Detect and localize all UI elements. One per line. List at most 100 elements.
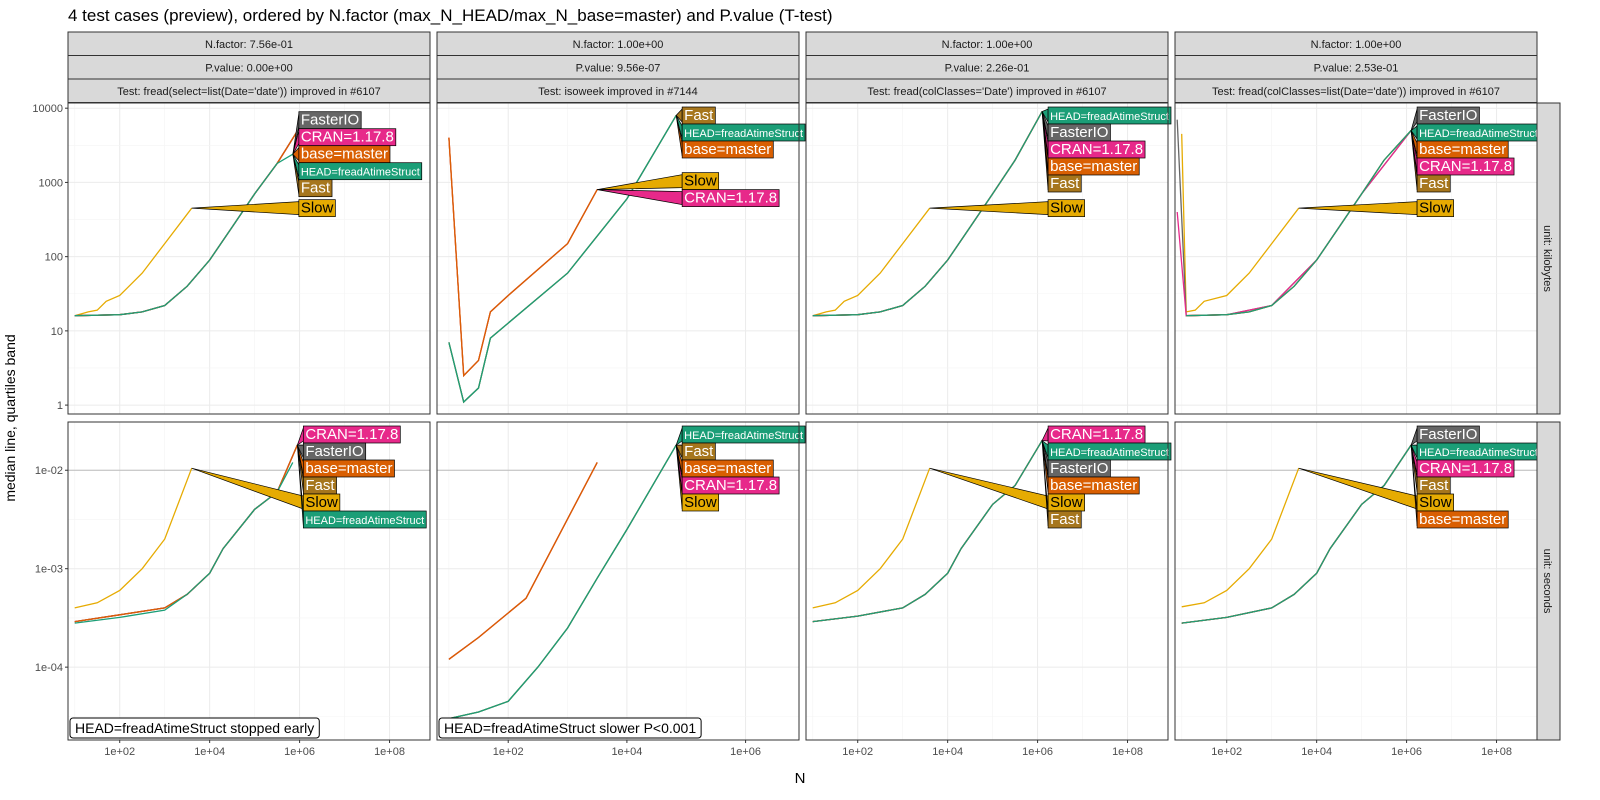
panel-border xyxy=(805,421,1169,741)
x-tick-label: 1e+04 xyxy=(932,746,963,758)
label-text: base=master xyxy=(1050,158,1137,175)
series-line-slow xyxy=(74,207,193,317)
label-text: CRAN=1.17.8 xyxy=(684,477,777,494)
panel: CRAN=1.17.8 HEAD=freadAtimeStructFasterIO… xyxy=(805,421,1172,741)
chart-title: 4 test cases (preview), ordered by N.fac… xyxy=(68,6,833,25)
y-tick-label: 1e-02 xyxy=(35,465,63,477)
label-text: CRAN=1.17.8 xyxy=(301,129,394,146)
label-box xyxy=(1416,174,1451,193)
label-box xyxy=(302,459,395,478)
direct-label-slow: Slow xyxy=(1298,199,1454,218)
direct-label-cran-1-17-8: CRAN=1.17.8 xyxy=(1410,130,1515,176)
annotation-box xyxy=(69,717,320,739)
label-box xyxy=(1047,476,1140,495)
label-text: HEAD=freadAtimeStruct xyxy=(305,515,424,527)
panel-background xyxy=(806,422,1168,740)
label-text: Fast xyxy=(305,477,335,494)
label-text: CRAN=1.17.8 xyxy=(1419,158,1512,175)
label-text: Fast xyxy=(684,107,714,124)
label-text: HEAD=freadAtimeStruct xyxy=(1050,111,1169,123)
series-line-slow xyxy=(812,207,931,317)
x-tick-label: 1e+08 xyxy=(1481,746,1512,758)
series-line-head-freadatimestruct xyxy=(74,153,294,317)
direct-label-slow: Slow xyxy=(1298,467,1454,512)
label-box xyxy=(1416,157,1515,176)
direct-label-head-freadatimestruct: HEAD=freadAtimeStruct xyxy=(1410,123,1541,142)
pvalue-strip-label: P.value: 0.00e+00 xyxy=(205,63,293,75)
series-line-slow xyxy=(812,467,931,609)
direct-label-cran-1-17-8: CRAN=1.17.8 xyxy=(1041,111,1146,159)
nfactor-strip-label: N.factor: 1.00e+00 xyxy=(942,39,1033,51)
x-tick-label: 1e+06 xyxy=(1022,746,1053,758)
series-line-head-freadatimestruct xyxy=(448,444,677,720)
direct-label-base-master: base=master xyxy=(1041,111,1140,176)
direct-label-head-freadatimestruct: HEAD=freadAtimeStruct xyxy=(292,154,423,181)
label-box xyxy=(302,510,427,529)
x-tick-label: 1e+04 xyxy=(194,746,225,758)
direct-label-fast: Fast xyxy=(1410,445,1451,495)
direct-label-head-freadatimestruct: HEAD=freadAtimeStruct xyxy=(1041,439,1172,461)
x-tick-label: 1e+02 xyxy=(104,746,135,758)
series-line-slow xyxy=(74,467,193,609)
x-tick-label: 1e+08 xyxy=(1112,746,1143,758)
direct-label-cran-1-17-8: CRAN=1.17.8 xyxy=(675,445,780,495)
label-text: Fast xyxy=(301,180,331,197)
label-text: Slow xyxy=(305,494,338,511)
label-text: HEAD=freadAtimeStruct xyxy=(684,128,803,140)
x-tick-label: 1e+04 xyxy=(1301,746,1332,758)
y-tick-label: 10 xyxy=(51,326,63,338)
pvalue-strip-label: P.value: 9.56e-07 xyxy=(576,63,661,75)
label-text: Fast xyxy=(1419,477,1449,494)
label-text: HEAD=freadAtimeStruct xyxy=(684,430,803,442)
label-box xyxy=(1416,199,1454,218)
direct-label-cran-1-17-8: CRAN=1.17.8 xyxy=(296,425,401,447)
label-text: FasterIO xyxy=(305,443,363,460)
label-text: Slow xyxy=(1419,200,1452,217)
direct-label-base-master: base=master xyxy=(292,145,391,164)
label-box xyxy=(681,189,780,207)
direct-label-base-master: base=master xyxy=(1410,130,1509,159)
annotation-text: HEAD=freadAtimeStruct slower P<0.001 xyxy=(444,720,696,736)
x-tick-label: 1e+06 xyxy=(284,746,315,758)
label-text: FasterIO xyxy=(1419,426,1477,443)
series-line-slow xyxy=(1181,133,1300,313)
direct-label-head-freadatimestruct: HEAD=freadAtimeStruct xyxy=(296,445,427,529)
x-axis-label: N xyxy=(794,770,806,787)
label-text: Slow xyxy=(1419,494,1452,511)
label-box xyxy=(681,476,780,495)
label-text: FasterIO xyxy=(1050,460,1108,477)
direct-label-fasterio: FasterIO xyxy=(1410,106,1480,131)
label-box xyxy=(681,493,720,512)
y-tick-label: 1 xyxy=(57,400,63,412)
panel: FasterIO HEAD=freadAtimeStructbase=master… xyxy=(1174,102,1541,415)
row-strip-label: unit: seconds xyxy=(1541,549,1553,614)
panel-border xyxy=(67,421,431,741)
label-box xyxy=(298,199,336,218)
label-text: base=master xyxy=(1419,511,1506,528)
test-strip-label: Test: fread(colClasses=list(Date='date')… xyxy=(1212,86,1500,98)
y-tick-label: 1e-04 xyxy=(35,662,63,674)
label-text: base=master xyxy=(684,141,771,158)
label-text: Slow xyxy=(1050,200,1083,217)
label-text: FasterIO xyxy=(1050,124,1108,141)
y-axis-label: median line, quartiles band xyxy=(2,334,18,502)
label-text: Slow xyxy=(301,200,334,217)
nfactor-strip-label: N.factor: 1.00e+00 xyxy=(1311,39,1402,51)
panel-annotation: HEAD=freadAtimeStruct slower P<0.001 xyxy=(438,717,702,739)
x-tick-label: 1e+08 xyxy=(374,746,405,758)
label-text: CRAN=1.17.8 xyxy=(1050,426,1143,443)
direct-label-slow: Slow xyxy=(597,172,720,190)
label-text: FasterIO xyxy=(301,112,359,129)
direct-label-fasterio: FasterIO xyxy=(296,442,367,461)
direct-label-head-freadatimestruct: HEAD=freadAtimeStruct xyxy=(1041,106,1172,125)
label-text: CRAN=1.17.8 xyxy=(684,190,777,207)
row-strip xyxy=(1536,421,1561,741)
panel-border xyxy=(436,102,800,415)
series-line-base-master xyxy=(448,137,598,378)
label-text: CRAN=1.17.8 xyxy=(1419,460,1512,477)
label-text: Fast xyxy=(684,443,714,460)
label-box xyxy=(1416,459,1515,478)
label-box xyxy=(681,425,806,444)
